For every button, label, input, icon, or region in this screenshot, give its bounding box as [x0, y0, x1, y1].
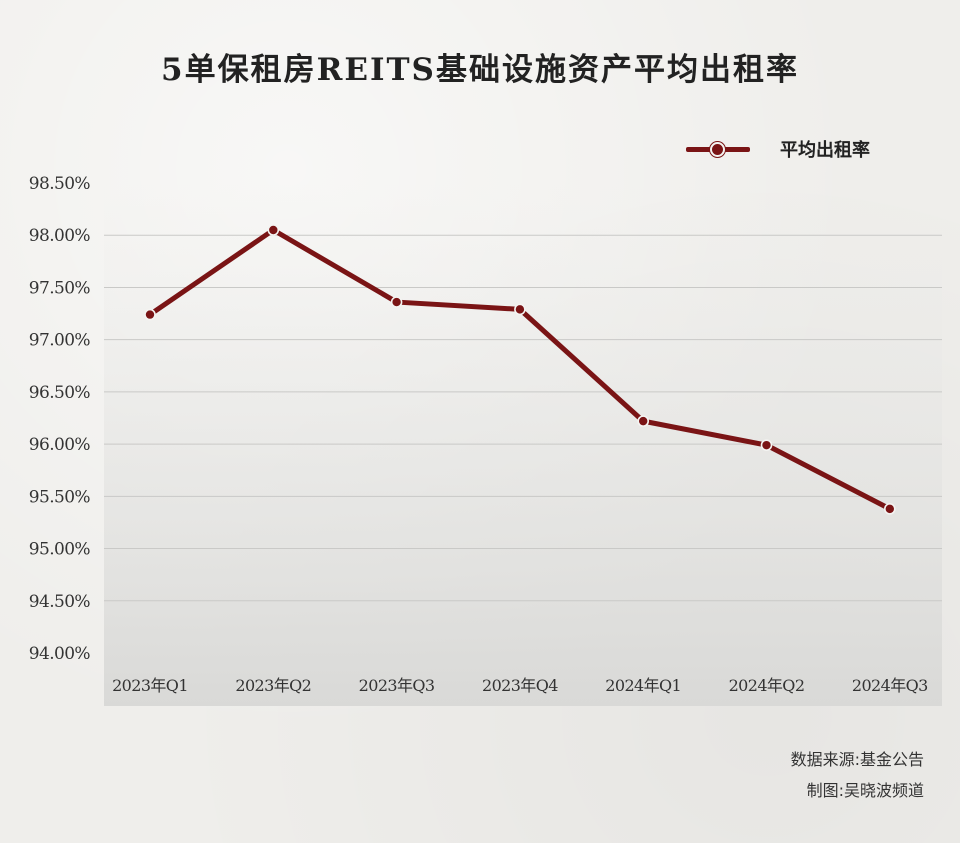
y-tick-label: 95.00% [29, 540, 91, 560]
legend-label: 平均出租率 [780, 140, 870, 161]
y-tick-label: 96.00% [29, 435, 91, 455]
y-tick-label: 94.00% [29, 644, 91, 664]
y-tick-label: 97.50% [29, 278, 91, 298]
data-point [760, 439, 773, 451]
data-point [514, 303, 526, 316]
data-point [144, 308, 156, 321]
legend: 平均出租率 [686, 134, 870, 164]
x-tick-label: 2024年Q1 [605, 676, 681, 695]
data-point [390, 296, 403, 308]
y-tick-label: 98.50% [29, 174, 91, 194]
y-tick-label: 94.50% [29, 592, 91, 612]
data-source-note: 数据来源:基金公告 [790, 750, 924, 769]
y-tick-label: 98.00% [29, 226, 91, 246]
data-point [267, 224, 280, 236]
y-tick-label: 95.50% [29, 487, 91, 507]
data-point [883, 503, 896, 515]
y-tick-label: 97.00% [29, 331, 91, 351]
data-point [637, 415, 650, 427]
footer: 数据来源:基金公告 制图:吴晓波频道 [791, 744, 924, 806]
legend-dot-marker [710, 142, 725, 157]
chart-title: 5单保租房REITS基础设施资产平均出租率 [161, 52, 799, 88]
y-tick-label: 96.50% [29, 383, 91, 403]
x-tick-label: 2023年Q4 [482, 676, 558, 695]
x-tick-label: 2023年Q2 [235, 676, 311, 695]
chart-credit: 制图:吴晓波频道 [806, 781, 924, 800]
x-tick-label: 2023年Q3 [359, 676, 435, 695]
x-tick-label: 2024年Q3 [852, 676, 928, 695]
legend-line-marker [686, 134, 750, 164]
x-tick-label: 2024年Q2 [729, 676, 805, 695]
x-tick-label: 2023年Q1 [112, 676, 188, 695]
